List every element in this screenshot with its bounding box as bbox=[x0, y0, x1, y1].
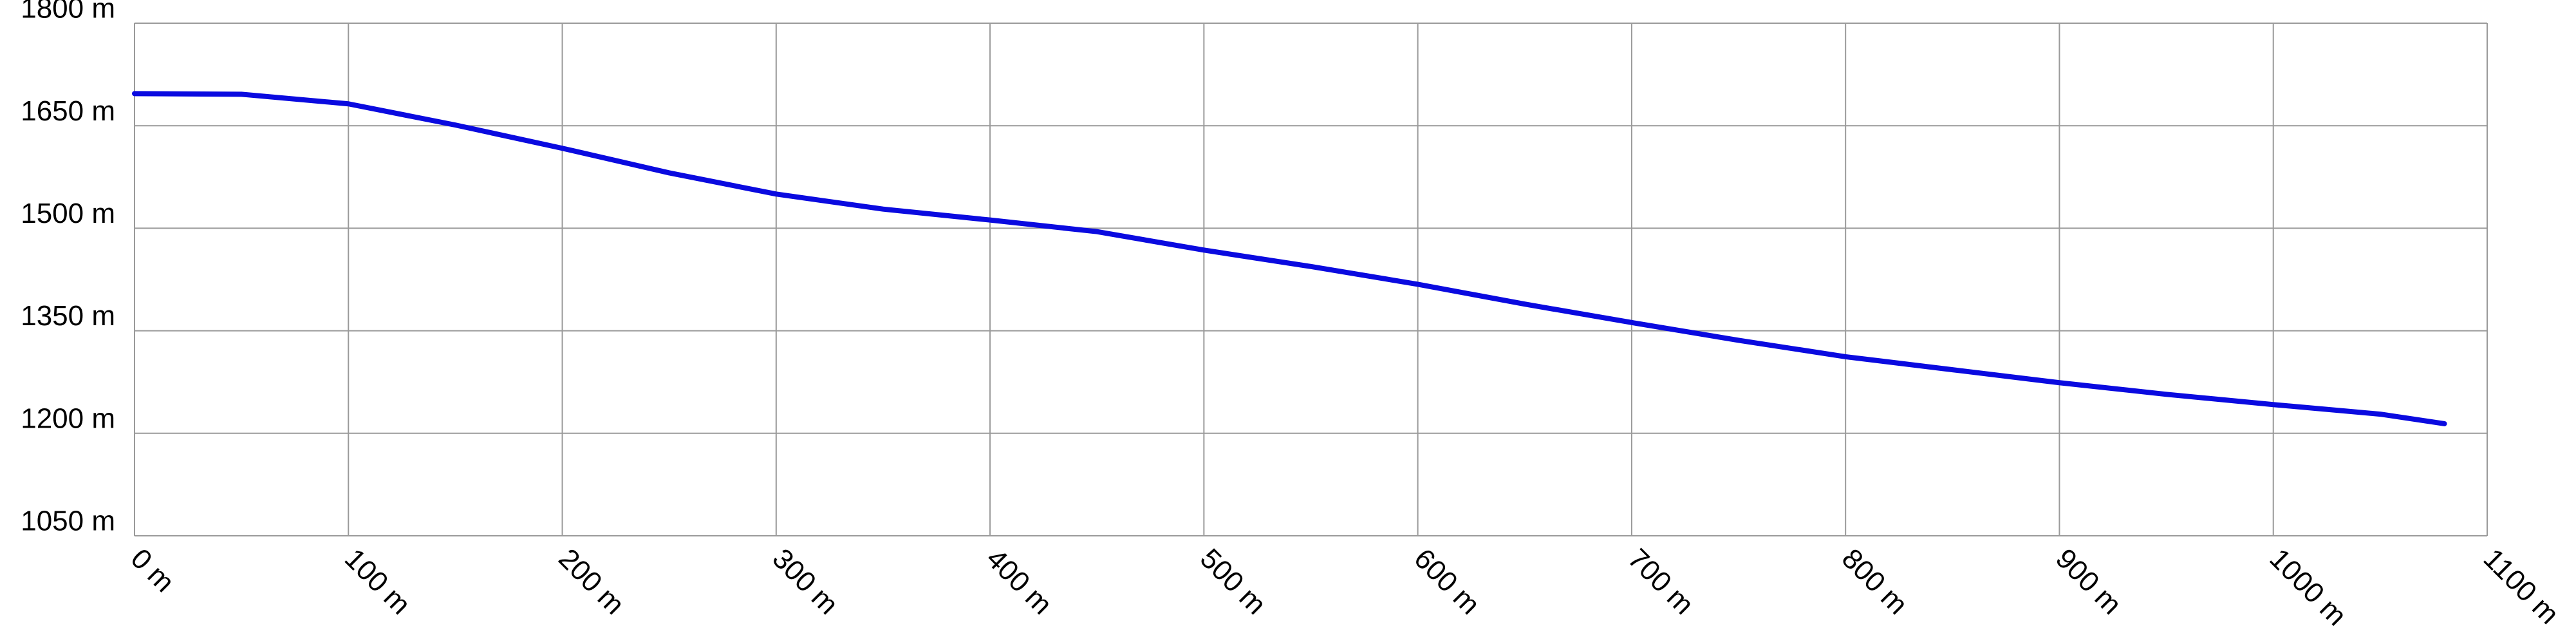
y-tick-label: 1200 m bbox=[21, 402, 115, 434]
x-tick-label: 1100 m bbox=[2478, 543, 2565, 630]
x-tick-label: 1000 m bbox=[2263, 543, 2352, 632]
x-tick-label: 200 m bbox=[552, 543, 630, 621]
x-tick-label: 0 m bbox=[125, 543, 181, 599]
x-tick-label: 100 m bbox=[339, 543, 416, 621]
y-tick-label: 1500 m bbox=[21, 198, 115, 229]
y-tick-label: 1350 m bbox=[21, 300, 115, 332]
y-tick-label: 1050 m bbox=[21, 506, 115, 537]
x-tick-label: 700 m bbox=[1622, 543, 1700, 621]
x-tick-label: 300 m bbox=[767, 543, 845, 621]
x-tick-label: 800 m bbox=[1836, 543, 1914, 621]
x-tick-label: 600 m bbox=[1408, 543, 1486, 621]
line bbox=[132, 91, 2447, 426]
y-tick-label: 1650 m bbox=[21, 95, 115, 127]
x-tick-label: 500 m bbox=[1194, 543, 1272, 621]
x-tick-label: 900 m bbox=[2049, 543, 2127, 621]
y-tick-label: 1800 m bbox=[21, 0, 115, 24]
x-tick-label: 400 m bbox=[980, 543, 1058, 621]
